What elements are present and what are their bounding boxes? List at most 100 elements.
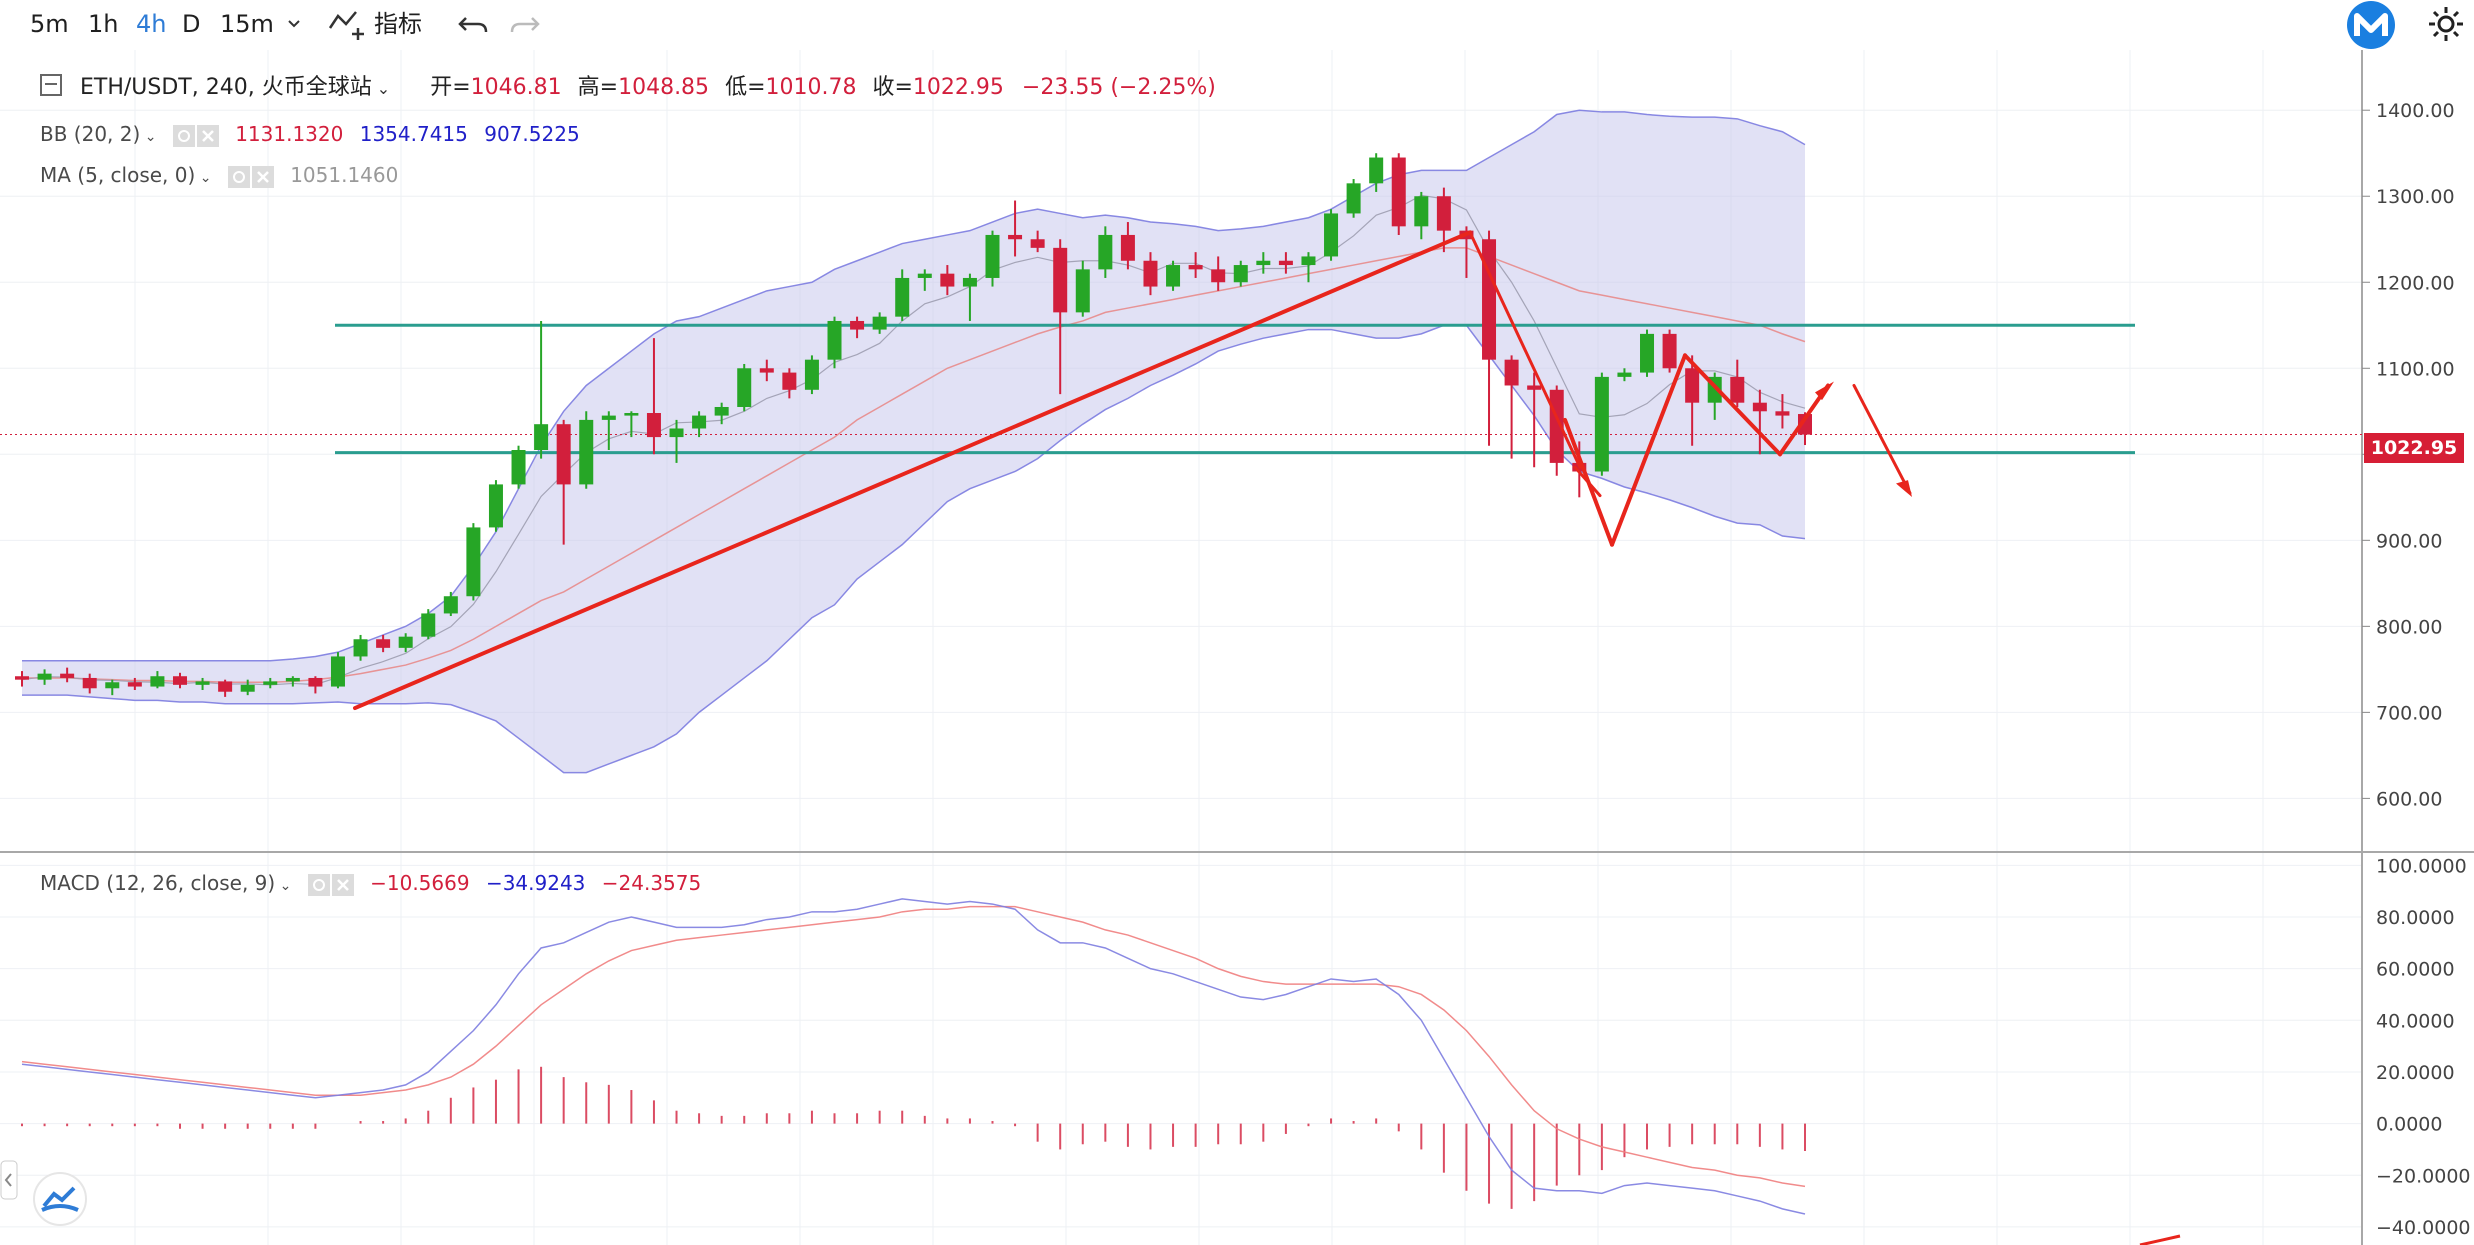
last-price-tag: 1022.95 [2364,433,2464,463]
candle-body [1436,196,1451,231]
chevron-down-icon[interactable]: ⌄ [371,79,391,98]
candle-body [218,681,233,692]
eye-icon[interactable] [172,124,195,147]
macd-signal-line [21,905,1806,1188]
candle-body [1594,376,1609,472]
candle-body [1166,265,1181,287]
ma-label[interactable]: MA (5, close, 0) [40,163,196,187]
price-axis-tick-label: 1200.00 [2376,272,2455,294]
macd-value-2: −34.9243 [485,871,586,895]
bollinger-band-fill [22,110,1805,773]
candle-body [1143,260,1158,287]
candle-body [1120,234,1135,261]
drop-line-annotation [1468,230,1582,469]
bb-label[interactable]: BB (20, 2) [40,122,141,146]
low-label: 低= [725,75,766,100]
interval-1h[interactable]: 1h [88,10,119,38]
candle-body [804,359,819,390]
candle-body [850,320,865,330]
candle-body [172,676,187,685]
price-axis-tick-label: 1100.00 [2376,358,2455,380]
high-label: 高= [577,75,619,100]
price-axis-tick-label: 700.00 [2376,702,2442,724]
close-label: 收= [872,75,913,100]
candle-body [1662,333,1677,369]
candle-body [330,656,345,687]
symbol-header: ETH/USDT, 240, 火币全球站 ⌄ 开=1046.81 高=1048.85… [40,74,1216,103]
wave-line-annotation [1683,353,1782,457]
chevron-down-icon[interactable]: ⌄ [140,129,157,145]
macd-axis-tick-label: −20.0000 [2376,1165,2471,1187]
interval-15m[interactable]: 15m [220,10,274,38]
indicators-icon[interactable] [328,6,370,46]
price-axis-tick-label: 1300.00 [2376,186,2455,208]
candle-body [1053,247,1068,313]
candle-body [1211,269,1226,283]
candle-body [737,368,752,407]
interval-5m[interactable]: 5m [30,10,69,38]
tradingview-logo-icon [28,1172,92,1226]
collapse-legend-icon[interactable] [40,74,62,96]
interval-d[interactable]: D [182,10,201,38]
price-axis-tick-label: 1400.00 [2376,100,2455,122]
candle-body [1527,385,1542,390]
undo-icon[interactable] [458,12,490,42]
candle-body [37,673,52,680]
close-icon[interactable] [196,124,219,147]
interval-4h[interactable]: 4h [136,10,167,38]
candle-body [1414,196,1429,227]
candle-body [1233,265,1248,283]
candle-body [150,676,165,687]
candle-body [624,413,639,416]
arrow-head-annotation [1896,480,1912,498]
symbol-label[interactable]: ETH/USDT, 240, 火币全球站 [80,75,372,100]
ma-legend: MA (5, close, 0) ⌄ 1051.1460 [40,162,398,191]
candle-body [308,677,323,687]
candle-body [646,413,661,438]
candle-body [692,415,707,429]
bb-legend: BB (20, 2) ⌄ 1131.1320 1354.7415 907.522… [40,121,580,150]
candle-body [82,677,97,689]
macd-axis-tick-label: 0.0000 [2376,1114,2442,1136]
change-value: −23.55 (−2.25%) [1021,75,1216,100]
high-value: 1048.85 [618,75,710,100]
candle-body [1098,234,1113,270]
candle-body [376,639,391,648]
eye-icon[interactable] [307,873,330,896]
close-icon[interactable] [331,873,354,896]
bb-value-1: 1131.1320 [235,122,344,146]
candle-body [827,320,842,360]
candle-body [1752,402,1767,412]
chevron-down-icon[interactable]: ⌄ [195,170,212,186]
top-toolbar: 5m 1h 4h D 15m 指标 [0,0,2474,50]
candle-body [127,682,142,687]
candle-body [1617,372,1632,377]
candle-body [1075,269,1090,313]
collapse-sidebar-button[interactable] [0,1160,18,1200]
macd-line [21,898,1806,1215]
candle-body [1730,376,1745,403]
macd-label[interactable]: MACD (12, 26, close, 9) [40,871,276,895]
candle-body [1391,157,1406,227]
gear-icon[interactable] [2426,4,2466,44]
close-icon[interactable] [251,165,274,188]
redo-icon[interactable] [508,12,540,42]
chevron-down-icon[interactable]: ⌄ [275,878,292,894]
candle-body [1640,333,1655,373]
candle-body [1030,239,1045,248]
candle-body [466,527,481,597]
macd-value-3: −24.3575 [601,871,702,895]
candle-body [421,613,436,637]
candle-body [579,419,594,485]
candle-body [1482,239,1497,360]
chevron-down-icon[interactable] [286,16,302,36]
indicators-button[interactable]: 指标 [374,10,422,38]
arrow-tail-annotation [1573,465,1602,498]
price-axis-tick-label: 800.00 [2376,616,2442,638]
open-value: 1046.81 [470,75,562,100]
candle-body [398,636,413,648]
candle-body [1256,260,1271,266]
eye-icon[interactable] [227,165,250,188]
chart-canvas[interactable]: 1400.001300.001200.001100.001000.00900.0… [0,50,2474,1245]
app-logo-icon [2344,0,2398,50]
